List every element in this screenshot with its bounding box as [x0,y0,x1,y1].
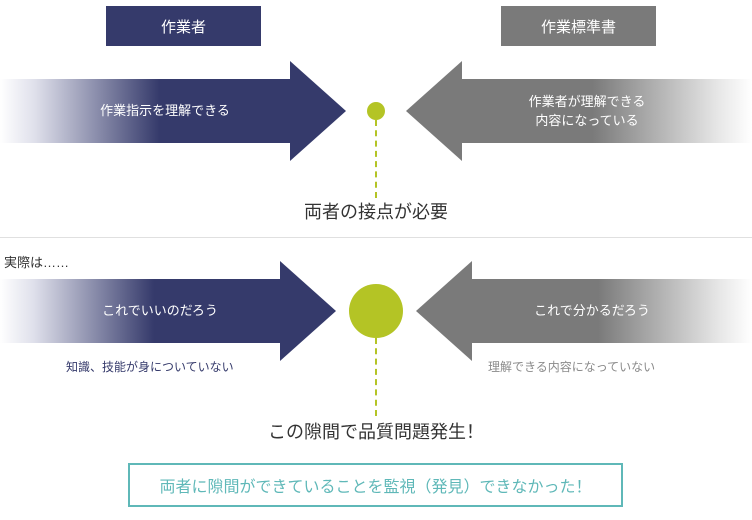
left-header-label: 作業者 [161,16,206,37]
bottom-right-arrow-head [416,261,472,361]
top-right-arrow-head [406,61,462,161]
right-header-box: 作業標準書 [501,6,656,46]
conclusion-box: 両者に隙間ができていることを監視（発見）できなかった！ [128,463,623,507]
bottom-center-label-text: この隙間で品質問題発生！ [268,422,484,442]
bottom-left-arrow-text: これでいいのだろう [62,301,218,321]
top-right-arrow-body: 作業者が理解できる 内容になっている [462,79,752,143]
conclusion-text: 両者に隙間ができていることを監視（発見）できなかった！ [159,473,591,497]
bottom-prefix-text: 実際は…… [4,255,69,270]
bottom-center-label: この隙間で品質問題発生！ [0,418,752,444]
bottom-left-sub-text: 知識、技能が身についていない [66,360,234,374]
bottom-right-sub-text: 理解できる内容になっていない [488,360,655,374]
bottom-right-arrow-body: これで分かるだろう [472,279,752,343]
top-left-arrow-head [290,61,346,161]
top-dash-line [375,120,377,198]
top-left-arrow-body: 作業指示を理解できる [0,79,290,143]
left-header-box: 作業者 [106,6,261,46]
bottom-prefix: 実際は…… [4,252,69,271]
right-header-label: 作業標準書 [541,16,616,37]
bottom-left-sub: 知識、技能が身についていない [66,358,234,375]
top-center-dot [367,102,385,120]
bottom-right-arrow-text: これで分かるだろう [534,301,690,321]
bottom-center-dot [349,284,403,338]
top-center-label: 両者の接点が必要 [0,198,752,224]
top-right-arrow-text: 作業者が理解できる 内容になっている [529,92,686,131]
top-center-label-text: 両者の接点が必要 [304,202,448,222]
bottom-left-arrow-body: これでいいのだろう [0,279,280,343]
bottom-dash-line [375,338,377,416]
bottom-right-sub: 理解できる内容になっていない [488,358,655,375]
section-divider [0,237,752,238]
bottom-left-arrow-head [280,261,336,361]
top-left-arrow-text: 作業指示を理解できる [60,101,230,121]
